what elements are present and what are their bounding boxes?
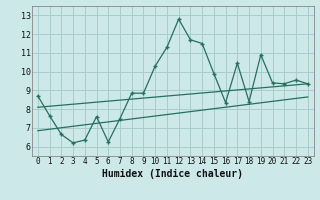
X-axis label: Humidex (Indice chaleur): Humidex (Indice chaleur): [102, 169, 243, 179]
